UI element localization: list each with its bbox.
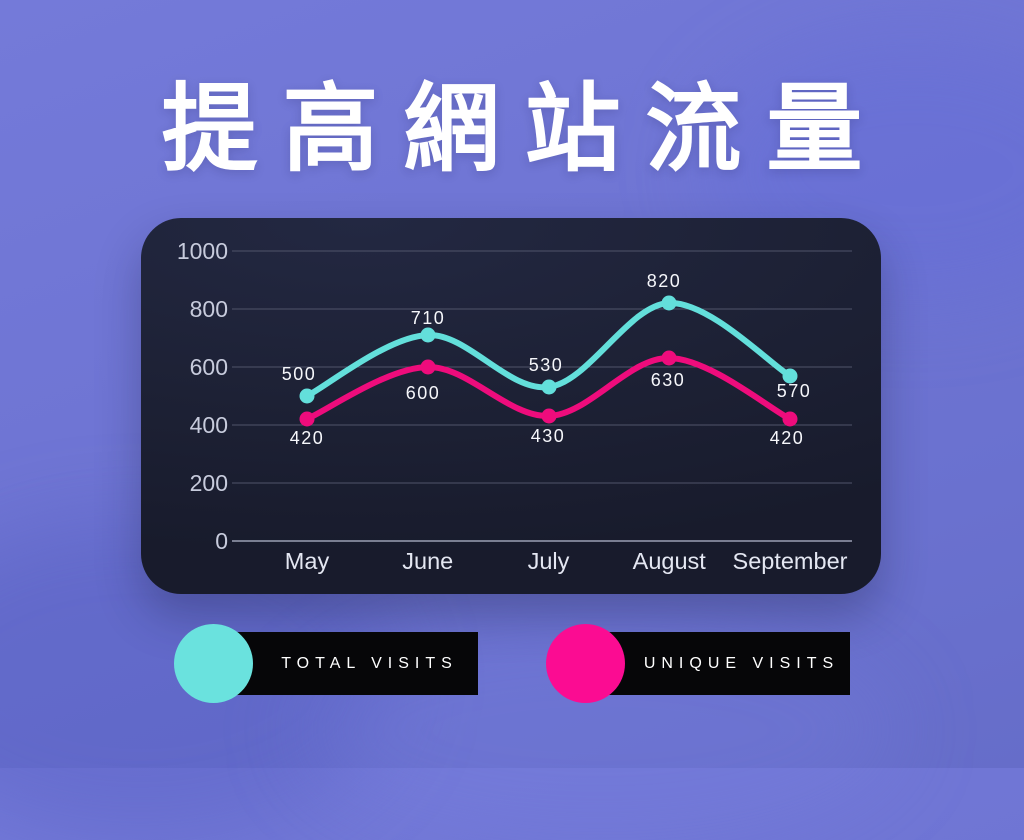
y-tick-label: 200 bbox=[190, 470, 228, 496]
data-point-total-visits bbox=[541, 379, 557, 395]
data-point-unique-visits bbox=[420, 359, 436, 375]
total-visits-swatch-icon bbox=[174, 624, 253, 703]
y-tick-label: 800 bbox=[190, 296, 228, 322]
legend-bar: TOTAL VISITS bbox=[235, 632, 478, 695]
x-axis-label: May bbox=[285, 548, 330, 574]
line-chart: 0 200 400 600 800 1000 May June July August Septem… bbox=[177, 238, 852, 574]
data-point-label: 530 bbox=[529, 355, 564, 375]
unique-visits-swatch-icon bbox=[546, 624, 625, 703]
data-point-label: 430 bbox=[531, 426, 566, 446]
data-point-total-visits bbox=[299, 388, 315, 404]
legend-label-unique-visits: UNIQUE VISITS bbox=[643, 654, 840, 672]
data-point-label: 630 bbox=[651, 370, 686, 390]
data-point-label: 420 bbox=[290, 428, 325, 448]
data-point-label: 710 bbox=[411, 308, 446, 328]
data-point-unique-visits bbox=[782, 411, 798, 427]
data-point-label: 500 bbox=[282, 364, 317, 384]
y-tick-label: 400 bbox=[190, 412, 228, 438]
data-point-unique-visits bbox=[541, 408, 557, 424]
x-axis-label: August bbox=[633, 548, 707, 574]
data-point-label: 420 bbox=[770, 428, 805, 448]
data-point-total-visits bbox=[420, 327, 436, 343]
data-point-label: 820 bbox=[647, 271, 682, 291]
x-axis-label: September bbox=[733, 548, 848, 574]
y-tick-label: 600 bbox=[190, 354, 228, 380]
page-title: 提高網站流量 bbox=[161, 76, 888, 183]
data-point-total-visits bbox=[782, 368, 798, 384]
data-point-label: 570 bbox=[777, 381, 812, 401]
legend-label-total-visits: TOTAL VISITS bbox=[281, 654, 458, 672]
data-point-total-visits bbox=[661, 295, 677, 311]
data-point-label: 600 bbox=[406, 383, 441, 403]
legend-bar: UNIQUE VISITS bbox=[607, 632, 850, 695]
y-tick-label: 0 bbox=[215, 528, 228, 554]
x-axis-label: June bbox=[402, 548, 453, 574]
y-tick-label: 1000 bbox=[177, 238, 228, 264]
x-axis-label: July bbox=[528, 548, 570, 574]
data-point-unique-visits bbox=[299, 411, 315, 427]
data-point-unique-visits bbox=[661, 350, 677, 366]
chart-panel: 0 200 400 600 800 1000 May June July August Septem… bbox=[141, 218, 881, 594]
